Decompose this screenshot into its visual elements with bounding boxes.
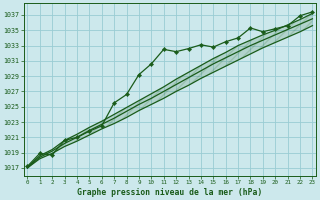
- X-axis label: Graphe pression niveau de la mer (hPa): Graphe pression niveau de la mer (hPa): [77, 188, 262, 197]
